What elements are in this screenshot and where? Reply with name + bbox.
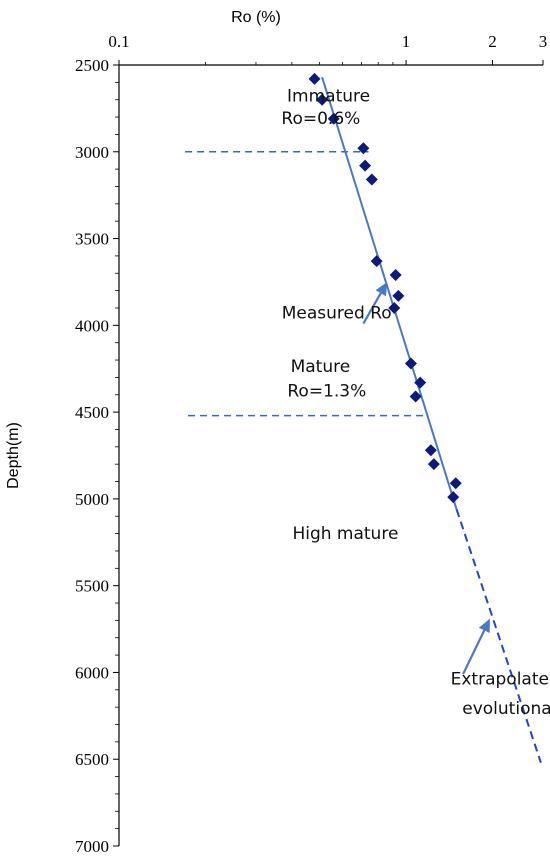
measured-trend-line xyxy=(321,76,458,510)
annotation-arrow-shaft xyxy=(462,629,486,675)
y-tick-label: 6000 xyxy=(75,663,109,682)
y-axis-title: Depth(m) xyxy=(5,422,22,489)
annotation-label: Measured Ro xyxy=(282,303,392,323)
ro-data-point xyxy=(365,173,378,186)
axes: 2500 3000 3500 4000 4500 5000 5500 6000 6500 7000… xyxy=(75,32,547,856)
trend-lines xyxy=(321,76,542,764)
y-tick-label: 3000 xyxy=(75,143,109,162)
ro-data-point xyxy=(404,357,417,370)
ro-data-point xyxy=(359,159,372,172)
ro-data-point xyxy=(308,72,321,85)
y-tick-label: 2500 xyxy=(75,56,109,75)
ro-data-point xyxy=(316,93,329,106)
annotation-arrow-shaft xyxy=(362,292,382,325)
x-tick-label: 0.1 xyxy=(108,32,129,51)
annotation-label: High mature xyxy=(292,524,398,544)
ro-data-point xyxy=(392,289,405,302)
annotations: Immature Ro=0.6% Measured Ro Mature Ro=1.3% H… xyxy=(281,86,550,719)
arrows xyxy=(362,281,490,675)
data-points xyxy=(308,72,462,504)
annotation-arrow-head xyxy=(375,281,388,297)
x-axis-title: Ro (%) xyxy=(231,9,281,26)
ro-data-point xyxy=(427,458,440,471)
x-tick-label: 3 xyxy=(539,32,548,51)
reference-lines xyxy=(185,151,426,417)
y-tick-label: 6500 xyxy=(75,750,109,769)
ro-data-point xyxy=(414,376,427,389)
ro-data-point xyxy=(389,269,402,282)
ro-data-point xyxy=(447,491,460,504)
y-tick-label: 5000 xyxy=(75,490,109,509)
annotation-label: Ro=0.6% xyxy=(281,109,360,129)
ro-data-point xyxy=(409,390,422,403)
y-tick-label: 3500 xyxy=(75,230,109,249)
ro-data-point xyxy=(424,444,437,457)
y-tick-label: 4000 xyxy=(75,316,109,335)
x-tick-label: 1 xyxy=(402,32,411,51)
ro-data-point xyxy=(449,477,462,490)
ro-data-point xyxy=(388,301,401,314)
annotation-label: Mature xyxy=(291,357,351,377)
ro-data-point xyxy=(357,142,370,155)
y-tick-label: 5500 xyxy=(75,577,109,596)
annotation-label: Ro=1.3% xyxy=(287,381,366,401)
y-tick-label: 4500 xyxy=(75,403,109,422)
annotation-label: Immature xyxy=(287,86,370,106)
x-tick-label: 2 xyxy=(488,32,497,51)
annotation-label: evolutionary trend line xyxy=(462,699,550,719)
ro-data-point xyxy=(327,112,340,125)
extrapolated-trend-line xyxy=(455,508,542,764)
ro-data-point xyxy=(370,255,383,268)
y-tick-label: 7000 xyxy=(75,837,109,856)
annotation-arrow-head xyxy=(478,618,490,633)
annotation-label: Extrapolated Ro xyxy=(451,670,550,690)
